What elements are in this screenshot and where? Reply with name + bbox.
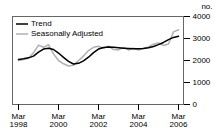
svg-text:2000: 2000 — [193, 56, 211, 65]
svg-text:no.: no. — [201, 2, 212, 11]
html-text:Trend: Trend — [31, 19, 52, 28]
html-text:Seasonally Adjusted: Seasonally Adjusted — [31, 29, 104, 38]
svg-text:Mar2000: Mar2000 — [50, 112, 68, 129]
svg-text:Mar2004: Mar2004 — [130, 112, 148, 129]
svg-text:3000: 3000 — [193, 34, 211, 43]
svg-text:Mar2002: Mar2002 — [90, 112, 108, 129]
svg-text:1000: 1000 — [193, 78, 211, 87]
svg-text:Mar2006: Mar2006 — [170, 112, 188, 129]
svg-text:4000: 4000 — [193, 12, 211, 21]
svg-text:Mar1998: Mar1998 — [10, 112, 28, 129]
svg-text:0: 0 — [193, 100, 198, 109]
